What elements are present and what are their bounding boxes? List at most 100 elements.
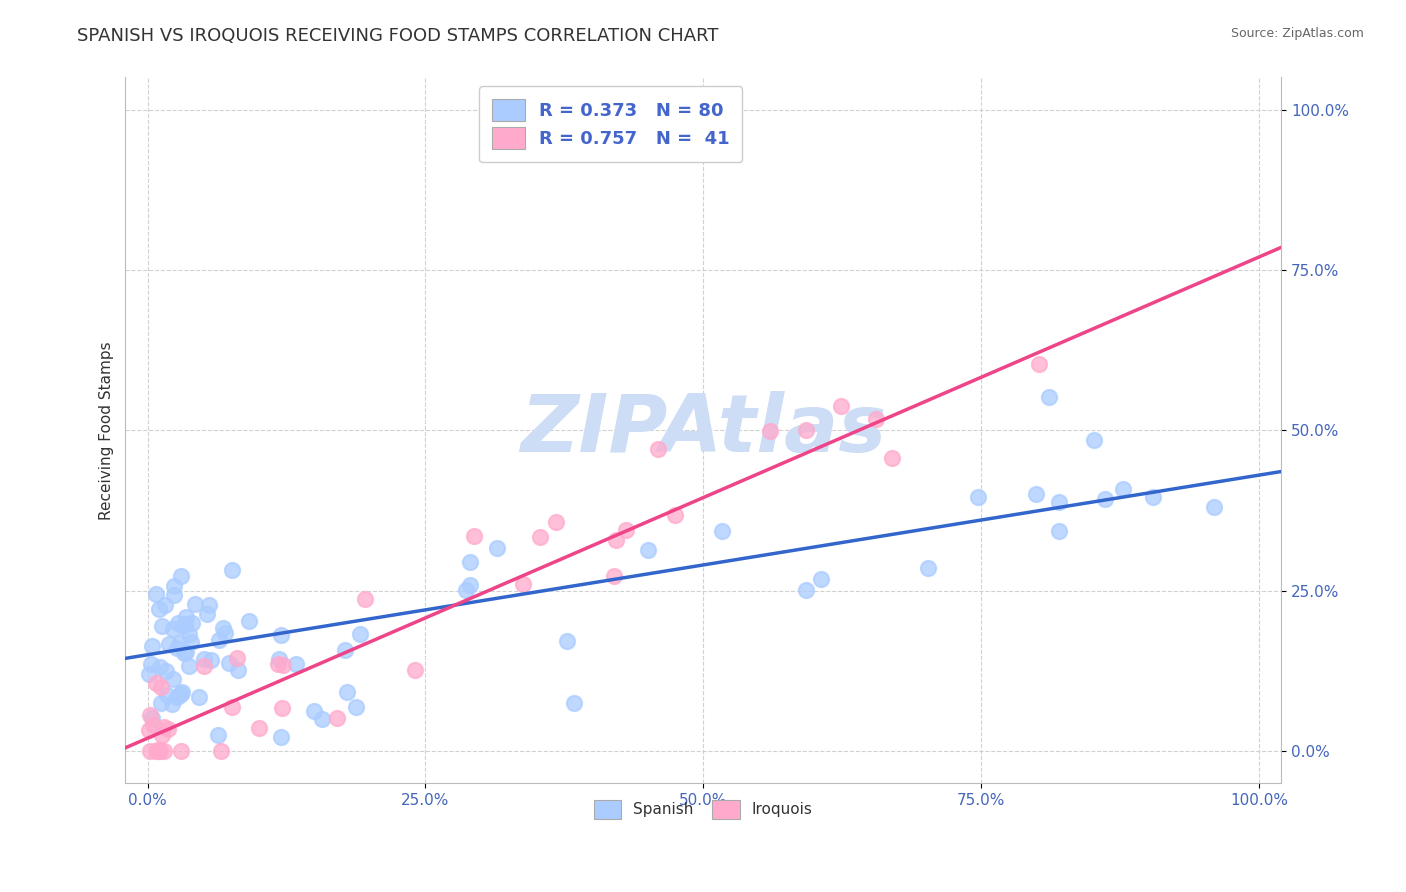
Point xyxy=(882,450,904,465)
Point xyxy=(145,587,167,601)
Point xyxy=(208,633,231,648)
Point xyxy=(605,533,627,548)
Point xyxy=(463,529,485,543)
Point xyxy=(865,412,887,426)
Point xyxy=(271,700,294,714)
Point xyxy=(1025,486,1047,500)
Point xyxy=(173,647,195,661)
Point xyxy=(148,744,170,758)
Point xyxy=(141,657,163,671)
Point xyxy=(1028,357,1050,371)
Point xyxy=(166,640,188,655)
Point xyxy=(148,601,170,615)
Point xyxy=(193,652,215,666)
Point xyxy=(141,639,163,653)
Point xyxy=(349,627,371,641)
Point xyxy=(155,665,177,679)
Point xyxy=(156,722,179,736)
Point xyxy=(1083,433,1105,447)
Point xyxy=(226,663,249,677)
Legend: Spanish, Iroquois: Spanish, Iroquois xyxy=(588,794,818,825)
Point xyxy=(166,690,188,704)
Point xyxy=(138,723,160,737)
Point xyxy=(326,711,349,725)
Point xyxy=(142,717,165,731)
Point xyxy=(167,615,190,630)
Point xyxy=(149,660,172,674)
Point xyxy=(150,619,173,633)
Point xyxy=(794,423,817,437)
Text: Source: ZipAtlas.com: Source: ZipAtlas.com xyxy=(1230,27,1364,40)
Point xyxy=(404,663,426,677)
Point xyxy=(221,563,243,577)
Point xyxy=(238,614,260,628)
Point xyxy=(177,659,200,673)
Point xyxy=(485,541,508,556)
Point xyxy=(637,543,659,558)
Point xyxy=(1142,490,1164,504)
Point xyxy=(917,561,939,575)
Point xyxy=(270,628,292,642)
Point xyxy=(247,721,270,735)
Text: ZIPAtlas: ZIPAtlas xyxy=(520,392,886,469)
Y-axis label: Receiving Food Stamps: Receiving Food Stamps xyxy=(100,341,114,519)
Point xyxy=(221,700,243,714)
Point xyxy=(211,621,233,635)
Point xyxy=(167,688,190,702)
Point xyxy=(311,712,333,726)
Point xyxy=(162,622,184,636)
Point xyxy=(759,424,782,438)
Point xyxy=(269,652,291,666)
Point xyxy=(180,635,202,649)
Point xyxy=(304,704,326,718)
Point xyxy=(174,645,197,659)
Point xyxy=(512,577,534,591)
Text: SPANISH VS IROQUOIS RECEIVING FOOD STAMPS CORRELATION CHART: SPANISH VS IROQUOIS RECEIVING FOOD STAMP… xyxy=(77,27,718,45)
Point xyxy=(150,680,173,694)
Point xyxy=(198,598,221,612)
Point xyxy=(145,744,167,758)
Point xyxy=(149,744,172,758)
Point xyxy=(218,656,240,670)
Point xyxy=(170,568,193,582)
Point xyxy=(155,688,177,702)
Point xyxy=(810,572,832,586)
Point xyxy=(153,720,176,734)
Point xyxy=(1038,390,1060,404)
Point xyxy=(273,657,295,672)
Point xyxy=(200,653,222,667)
Point xyxy=(150,728,173,742)
Point xyxy=(172,619,194,633)
Point xyxy=(529,530,551,544)
Point xyxy=(456,582,478,597)
Point xyxy=(187,690,209,705)
Point xyxy=(562,697,585,711)
Point xyxy=(285,657,308,671)
Point xyxy=(830,399,852,413)
Point xyxy=(544,515,567,529)
Point xyxy=(458,577,481,591)
Point xyxy=(162,672,184,686)
Point xyxy=(335,643,357,657)
Point xyxy=(145,676,167,690)
Point xyxy=(139,708,162,723)
Point xyxy=(170,685,193,699)
Point xyxy=(354,591,377,606)
Point xyxy=(209,744,232,758)
Point xyxy=(270,730,292,744)
Point xyxy=(1112,482,1135,496)
Point xyxy=(169,636,191,650)
Point xyxy=(150,696,173,710)
Point xyxy=(555,634,578,648)
Point xyxy=(647,442,669,456)
Point xyxy=(163,579,186,593)
Point xyxy=(170,744,193,758)
Point xyxy=(460,555,482,569)
Point xyxy=(336,684,359,698)
Point xyxy=(603,569,626,583)
Point xyxy=(141,711,163,725)
Point xyxy=(1049,524,1071,538)
Point xyxy=(1049,494,1071,508)
Point xyxy=(153,598,176,612)
Point xyxy=(146,742,169,756)
